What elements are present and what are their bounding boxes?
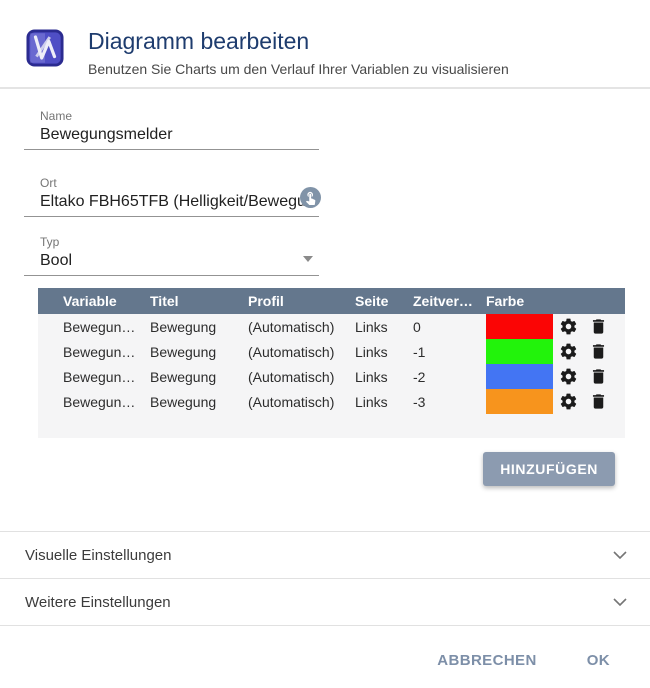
cell-titel: Bewegung [150,318,217,335]
table-header-row: Variable Titel Profil Seite Zeitver… Far… [38,288,625,314]
row-settings-button[interactable] [553,367,583,386]
chevron-down-icon [613,598,627,606]
col-header-profil: Profil [248,293,284,309]
panel-label: Weitere Einstellungen [25,593,171,611]
ort-field-label: Ort [40,176,57,190]
row-settings-button[interactable] [553,317,583,336]
dialog-title: Diagramm bearbeiten [88,28,310,54]
table-row: Bewegun… Bewegung (Automatisch) Links -1 [38,339,625,364]
cell-titel: Bewegung [150,343,217,360]
col-header-zeitversatz: Zeitver… [413,293,473,309]
gear-icon [560,343,576,360]
cell-zeitversatz: -2 [413,368,426,385]
name-input[interactable]: Bewegungsmelder [40,126,173,143]
trash-icon [592,369,604,384]
table-row: Bewegun… Bewegung (Automatisch) Links -2 [38,364,625,389]
cell-variable: Bewegun… [63,343,136,360]
panel-visuelle-einstellungen[interactable]: Visuelle Einstellungen [0,531,650,578]
cell-profil: (Automatisch) [248,368,335,385]
name-field-label: Name [40,109,73,123]
variables-table: Variable Titel Profil Seite Zeitver… Far… [38,288,625,438]
chevron-down-icon [613,551,627,559]
row-settings-button[interactable] [553,392,583,411]
col-header-titel: Titel [150,293,179,309]
header-text: Diagramm bearbeiten Benutzen Sie Charts … [88,28,509,77]
cell-seite: Links [355,368,388,385]
cell-profil: (Automatisch) [248,343,335,360]
panel-weitere-einstellungen[interactable]: Weitere Einstellungen [0,578,650,625]
panel-label: Visuelle Einstellungen [25,546,172,564]
chart-app-icon [26,29,64,72]
gear-icon [560,393,576,410]
table-row: Bewegun… Bewegung (Automatisch) Links -3 [38,389,625,414]
trash-icon [592,394,604,409]
dialog-header: Diagramm bearbeiten Benutzen Sie Charts … [0,0,650,89]
cell-titel: Bewegung [150,368,217,385]
cell-variable: Bewegun… [63,318,136,335]
cell-profil: (Automatisch) [248,393,335,410]
color-swatch[interactable] [486,364,553,389]
cell-seite: Links [355,343,388,360]
color-swatch[interactable] [486,314,553,339]
col-header-variable: Variable [63,293,117,309]
gear-icon [560,368,576,385]
form: Name Bewegungsmelder Ort Eltako FBH65TFB… [0,89,650,276]
cell-titel: Bewegung [150,393,217,410]
touch-picker-icon[interactable] [300,187,321,208]
row-delete-button[interactable] [583,392,613,411]
name-field[interactable]: Name Bewegungsmelder [24,109,319,150]
cell-variable: Bewegun… [63,393,136,410]
ort-input[interactable]: Eltako FBH65TFB (Helligkeit/Bewegu [40,193,306,210]
typ-field-label: Typ [40,235,60,249]
add-button-row: HINZUFÜGEN [0,452,650,486]
row-delete-button[interactable] [583,367,613,386]
ort-field[interactable]: Ort Eltako FBH65TFB (Helligkeit/Bewegu [24,176,321,217]
trash-icon [592,344,604,359]
dialog-subtitle: Benutzen Sie Charts um den Verlauf Ihrer… [88,61,509,77]
dialog-footer: ABBRECHEN OK [0,626,650,669]
table-row: Bewegun… Bewegung (Automatisch) Links 0 [38,314,625,339]
trash-icon [592,319,604,334]
cell-seite: Links [355,393,388,410]
color-swatch[interactable] [486,339,553,364]
typ-selected-value[interactable]: Bool [40,252,73,269]
row-delete-button[interactable] [583,317,613,336]
col-header-farbe: Farbe [486,293,525,309]
add-variable-button[interactable]: HINZUFÜGEN [483,452,615,486]
row-settings-button[interactable] [553,342,583,361]
cancel-button[interactable]: ABBRECHEN [437,652,537,669]
typ-select[interactable]: Typ Bool [24,235,319,276]
ok-button[interactable]: OK [586,652,610,669]
cell-zeitversatz: -1 [413,343,426,360]
cell-zeitversatz: -3 [413,393,426,410]
expansion-panels: Visuelle Einstellungen Weitere Einstellu… [0,531,650,626]
dropdown-arrow-icon [303,256,313,262]
cell-seite: Links [355,318,388,335]
cell-variable: Bewegun… [63,368,136,385]
table-body: Bewegun… Bewegung (Automatisch) Links 0 … [38,314,625,414]
cell-profil: (Automatisch) [248,318,335,335]
col-header-seite: Seite [355,293,389,309]
row-delete-button[interactable] [583,342,613,361]
gear-icon [560,318,576,335]
cell-zeitversatz: 0 [413,318,421,335]
color-swatch[interactable] [486,389,553,414]
